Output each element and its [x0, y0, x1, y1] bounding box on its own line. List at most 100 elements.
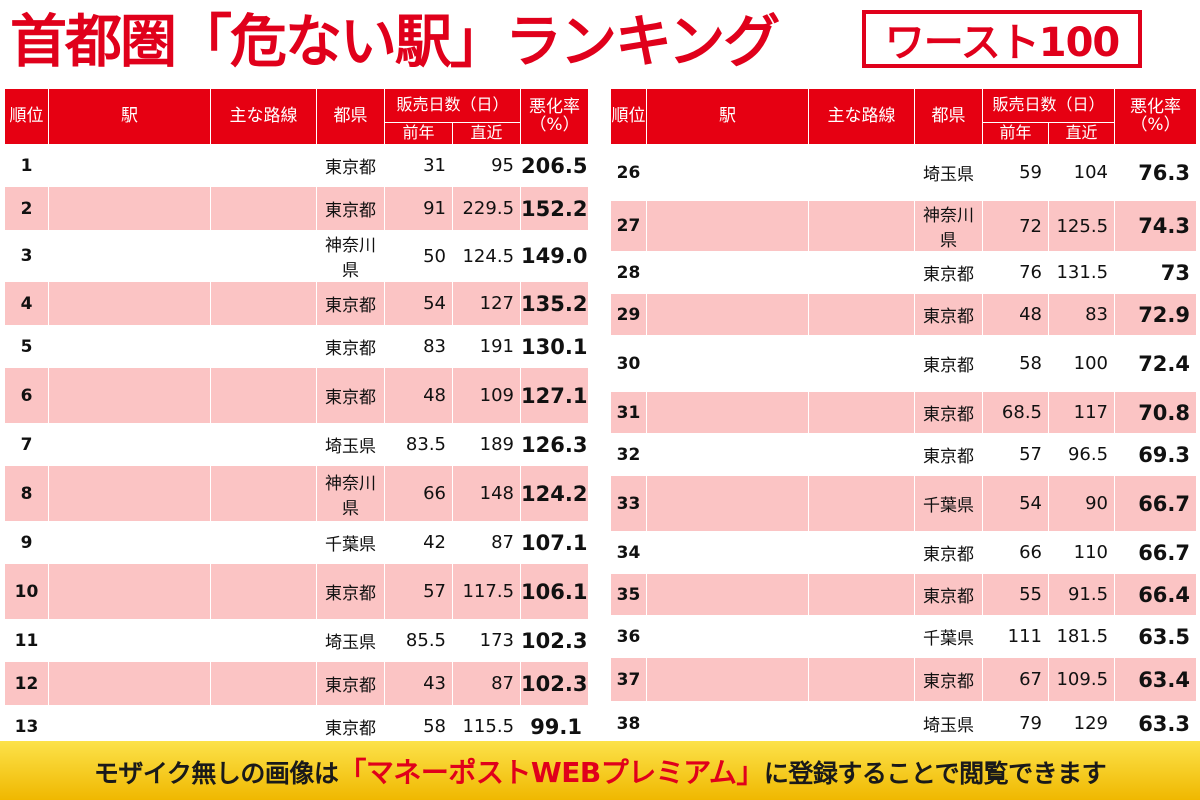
rank-cell: 11	[4, 619, 49, 662]
rate-cell: 102.3	[520, 661, 590, 706]
prefecture-cell: 神奈川県	[316, 465, 385, 522]
prefecture-cell: 埼玉県	[914, 144, 983, 201]
rate-cell: 66.7	[1114, 531, 1198, 574]
header-days: 販売日数（日）	[981, 88, 1116, 123]
line-mosaic	[808, 573, 915, 616]
recent-days-cell: 148	[451, 465, 522, 522]
rank-cell: 5	[4, 325, 49, 368]
banner-highlight[interactable]: 「マネーポストWEBプレミアム」	[338, 755, 764, 789]
rank-cell: 7	[4, 423, 49, 466]
header-rank: 順位	[610, 88, 647, 145]
header-days: 販売日数（日）	[383, 88, 522, 123]
premium-banner[interactable]: モザイク無しの画像は「マネーポストWEBプレミアム」に登録することで閲覧できます	[0, 741, 1200, 800]
rank-cell: 2	[4, 186, 49, 231]
line-mosaic	[808, 251, 915, 294]
prefecture-cell: 東京都	[316, 563, 385, 620]
table-row: 36 千葉県 111 181.5 63.5	[610, 615, 1198, 658]
station-mosaic	[646, 573, 809, 616]
station-mosaic	[48, 230, 211, 282]
prefecture-cell: 埼玉県	[914, 701, 983, 746]
recent-days-cell: 83	[1047, 293, 1116, 336]
prev-days-cell: 48	[982, 293, 1049, 336]
station-mosaic	[48, 465, 211, 522]
line-mosaic	[808, 657, 915, 702]
header-recent: 直近	[1047, 122, 1116, 145]
line-mosaic	[808, 391, 915, 434]
rate-cell: 70.8	[1114, 391, 1198, 434]
station-mosaic	[48, 423, 211, 466]
station-mosaic	[48, 661, 211, 706]
table-row: 37 東京都 67 109.5 63.4	[610, 657, 1198, 702]
header-rate: 悪化率（%）	[520, 88, 590, 145]
rank-cell: 33	[610, 475, 647, 532]
rate-cell: 102.3	[520, 619, 590, 662]
table-row: 35 東京都 55 91.5 66.4	[610, 573, 1198, 616]
rate-cell: 107.1	[520, 521, 590, 564]
rank-cell: 8	[4, 465, 49, 522]
rank-cell: 29	[610, 293, 647, 336]
recent-days-cell: 90	[1047, 475, 1116, 532]
line-mosaic	[210, 325, 317, 368]
table-row: 33 千葉県 54 90 66.7	[610, 475, 1198, 532]
rate-cell: 63.4	[1114, 657, 1198, 702]
table-row: 5 東京都 83 191 130.1	[4, 325, 590, 368]
line-mosaic	[210, 230, 317, 282]
table-row: 12 東京都 43 87 102.3	[4, 661, 590, 706]
prev-days-cell: 50	[384, 230, 453, 282]
recent-days-cell: 109.5	[1047, 657, 1116, 702]
header-recent: 直近	[451, 122, 522, 145]
rank-cell: 3	[4, 230, 49, 282]
recent-days-cell: 100	[1047, 335, 1116, 392]
prev-days-cell: 54	[982, 475, 1049, 532]
rate-cell: 149.0	[520, 230, 590, 282]
line-mosaic	[210, 144, 317, 187]
rate-cell: 99.1	[520, 705, 590, 748]
rate-cell: 206.5	[520, 144, 590, 187]
line-mosaic	[210, 367, 317, 424]
recent-days-cell: 109	[451, 367, 522, 424]
rate-cell: 63.3	[1114, 701, 1198, 746]
prefecture-cell: 神奈川県	[914, 200, 983, 252]
recent-days-cell: 129	[1047, 701, 1116, 746]
prefecture-cell: 東京都	[316, 144, 385, 187]
prefecture-cell: 東京都	[914, 251, 983, 294]
table-row: 27 神奈川県 72 125.5 74.3	[610, 200, 1198, 252]
station-mosaic	[646, 615, 809, 658]
ranking-table-left: 順位 駅 主な路線 都県 販売日数（日） 悪化率（%） 前年 直近 1 東京都 31…	[4, 88, 590, 748]
rank-cell: 28	[610, 251, 647, 294]
rank-cell: 13	[4, 705, 49, 748]
line-mosaic	[210, 521, 317, 564]
line-mosaic	[210, 281, 317, 326]
table-row: 4 東京都 54 127 135.2	[4, 281, 590, 326]
rank-cell: 10	[4, 563, 49, 620]
prev-days-cell: 57	[384, 563, 453, 620]
table-row: 10 東京都 57 117.5 106.1	[4, 563, 590, 620]
table-row: 31 東京都 68.5 117 70.8	[610, 391, 1198, 434]
prefecture-cell: 東京都	[914, 293, 983, 336]
station-mosaic	[646, 335, 809, 392]
prev-days-cell: 76	[982, 251, 1049, 294]
rate-cell: 106.1	[520, 563, 590, 620]
recent-days-cell: 117.5	[451, 563, 522, 620]
line-mosaic	[808, 701, 915, 746]
recent-days-cell: 115.5	[451, 705, 522, 748]
table-row: 2 東京都 91 229.5 152.2	[4, 186, 590, 231]
line-mosaic	[808, 433, 915, 476]
table-row: 26 埼玉県 59 104 76.3	[610, 144, 1198, 201]
line-mosaic	[210, 186, 317, 231]
prev-days-cell: 85.5	[384, 619, 453, 662]
prefecture-cell: 東京都	[316, 281, 385, 326]
prev-days-cell: 55	[982, 573, 1049, 616]
rate-cell: 127.1	[520, 367, 590, 424]
line-mosaic	[808, 293, 915, 336]
rate-cell: 76.3	[1114, 144, 1198, 201]
table-row: 29 東京都 48 83 72.9	[610, 293, 1198, 336]
rank-cell: 31	[610, 391, 647, 434]
rank-cell: 26	[610, 144, 647, 201]
line-mosaic	[808, 475, 915, 532]
worst-100-badge: ワースト100	[862, 10, 1142, 68]
line-mosaic	[210, 423, 317, 466]
recent-days-cell: 87	[451, 521, 522, 564]
prefecture-cell: 東京都	[914, 335, 983, 392]
banner-text-before: モザイク無しの画像は	[93, 758, 339, 788]
